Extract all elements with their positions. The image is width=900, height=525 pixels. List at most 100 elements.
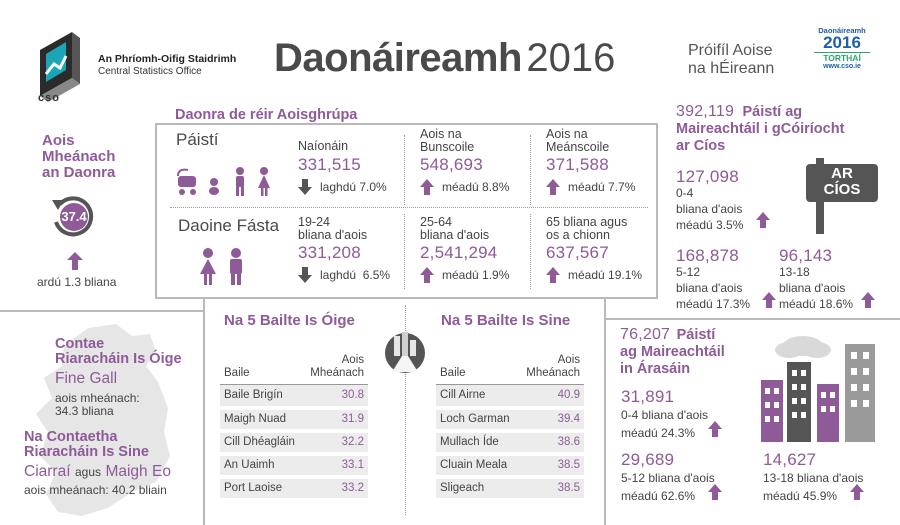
table-header-row: Baile Aois Mheánach [220,354,368,385]
arrow-up-icon [756,212,770,228]
towns-frame-right [604,297,606,525]
rented-title-line2: Maireachtáil i gCóiríocht [676,121,845,137]
oldest-county-title: Na Contaetha Riaracháin Is Sine [24,430,149,460]
arrow-up-icon [420,179,434,195]
group-change: méadú 62.6% [621,489,696,503]
town-age: 38.5 [518,453,584,479]
oldest-towns-table: Baile Aois Mheánach Cill Airne 40.9 Loch G… [436,354,584,502]
divider [404,214,405,289]
oldest-towns-title: Na 5 Bailte Is Sine [441,312,571,329]
group-change-row: méadú 17.3% [676,292,776,311]
col-age-line2: Mheánach [310,367,364,379]
divider [530,214,531,289]
cso-logo-text-box: cso [38,88,78,104]
census-badge: Daonáireamh 2016 TORTHAÍ www.cso.ie [814,26,870,70]
oldest-county-label: aois mheánach: 40.2 bliain [24,483,167,497]
youngest-county-title: Contae Riaracháin Is Óige [55,337,182,367]
group-change: méadú 24.3% [621,426,696,440]
group-label: bliana d'aois [676,202,743,216]
median-age-value: 37.4 [61,209,87,224]
town-age: 33.1 [303,453,368,479]
rented-group: 96,143 13-18 bliana d'aois méadú 18.6% [779,246,879,311]
town-age: 39.4 [518,407,584,433]
group-value: 2,541,294 [420,243,498,262]
group-value: 14,627 [763,450,817,469]
group-value: 371,588 [546,155,609,174]
cso-logo-text: cso [38,92,60,104]
group-value: 168,878 [676,246,739,265]
col-age-line2: Mheánach [526,367,580,379]
town-name: Baile Brigín [220,384,304,410]
median-title-line2: Mheánach [42,148,116,165]
arrow-up-icon [850,484,864,500]
rented-title: 392,119 Páistí ag Maireachtáil i gCóirío… [676,103,896,155]
group-label: 5-12 bliana d'aois [621,471,715,485]
rented-title-line3: ar Cíos [676,138,726,154]
age-groups-title: Daonra de réir Aoisghrúpa [175,107,362,123]
refresh-icon [52,196,94,237]
youngest-label-line1: aois mheánach: [55,391,140,405]
group-change-row: méadú 19.1% [546,267,654,287]
title-year: 2016 [526,36,616,80]
town-name: Sligeach [436,476,519,502]
apartments-title-line1: Páistí [676,327,716,343]
rented-group: 168,878 5-12 bliana d'aois méadú 17.3% [676,246,776,311]
apartment-group: 29,689 5-12 bliana d'aois méadú 62.6% [621,450,741,503]
town-name: Cluain Meala [436,453,519,479]
apartment-buildings-icon [761,336,875,442]
oldest-join: agus [74,465,101,479]
badge-results: TORTHAÍ [814,52,870,63]
children-icons [176,166,276,203]
age-group-cell: 65 bliana agus os a chionn 637,567 méadú… [546,216,654,287]
oldest-title-line2: Riaracháin Is Sine [24,444,149,460]
age-group-cell: Aois na Bunscoile 548,693 méadú 8.8% [420,128,528,199]
oldest-name1: Ciarraí [24,463,71,480]
adults-icons [196,248,248,291]
for-rent-sign: AR CÍOS [806,158,878,234]
cso-logo-graphic [40,32,80,102]
group-change-row: laghdú 6.5% [298,267,402,287]
group-range: 0-4 [676,186,694,200]
group-label: 25-64 [420,215,452,229]
age-group-cell: 25-64 bliana d'aois 2,541,294 méadú 1.9% [420,216,528,287]
divider [530,135,531,205]
group-value: 31,891 [621,387,675,406]
group-change-row: méadú 8.8% [420,179,528,199]
age-group-cell: Naíonáin 331,515 laghdú 7.0% [298,140,402,199]
youngest-county-name: Fine Gall [55,370,118,387]
title-main: Daonáireamh [274,36,522,80]
group-label: 19-24 [298,215,330,229]
rented-group: 127,098 0-4 bliana d'aois méadú 3.5% [676,167,796,232]
rent-sign-text: AR CÍOS [806,166,878,198]
page-title: Daonáireamh 2016 [274,36,615,81]
group-label-2: bliana d'aois [298,228,368,242]
town-name: Loch Garman [436,407,519,433]
town-name: An Uaimh [220,453,304,479]
group-change-row: méadú 7.7% [546,179,654,199]
youngest-title-line1: Contae [55,336,105,352]
ireland-map-icon [36,324,170,516]
group-change: laghdú 7.0% [320,180,387,194]
town-age: 38.5 [518,476,584,502]
apartment-group: 14,627 13-18 bliana d'aois méadú 45.9% [763,450,893,503]
group-label: 65 bliana agus [546,215,628,229]
rent-sign-line2: CÍOS [823,181,861,198]
group-label: 13-18 bliana d'aois [763,471,864,485]
group-change: méadú 3.5% [676,218,744,232]
towns-frame-left [203,297,205,525]
group-range: 5-12 [676,265,701,279]
col-age-line1: Aois [557,354,580,366]
arrow-up-icon [420,267,434,283]
group-label: 0-4 bliana d'aois [621,408,709,422]
arrow-up-icon [67,252,83,270]
group-change: méadú 8.8% [442,180,510,194]
cso-logo [34,30,94,104]
arrow-up-icon [708,421,722,437]
group-change-row: méadú 18.6% [779,292,879,311]
median-age-dial: 37.4 [46,192,102,244]
group-label-2: Bunscoile [420,140,475,154]
children-label: Páistí [176,130,219,149]
rented-title-line1: Páistí ag [742,104,803,120]
age-groups-frame-bottom [155,297,658,299]
group-value: 637,567 [546,243,609,262]
